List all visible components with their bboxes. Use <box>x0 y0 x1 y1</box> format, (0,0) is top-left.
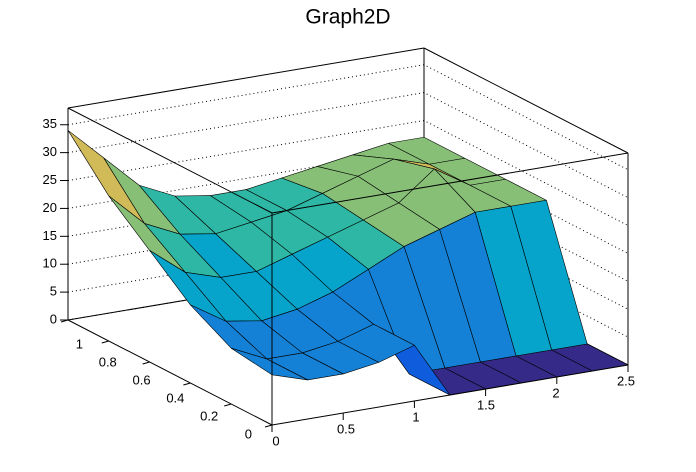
y-tick-label: 0 <box>245 426 252 441</box>
grid-line <box>67 120 629 226</box>
grid-line <box>67 92 629 199</box>
grid-line <box>67 64 629 171</box>
z-tick-label: 0 <box>50 311 57 326</box>
z-tick-label: 15 <box>43 228 57 243</box>
y-tick <box>183 382 191 386</box>
x-axis <box>271 364 629 426</box>
y-tick-label: 0.4 <box>166 390 184 405</box>
y-tick-label: 1 <box>76 336 83 351</box>
z-tick-label: 25 <box>43 172 57 187</box>
z-tick-label: 20 <box>43 200 57 215</box>
y-tick-label: 0.2 <box>200 408 218 423</box>
z-tick-label: 35 <box>43 116 57 131</box>
x-tick-label: 1.5 <box>477 397 495 412</box>
surface-cell <box>230 347 308 381</box>
z-tick-label: 10 <box>43 256 57 271</box>
y-tick-label: 0.8 <box>99 354 117 369</box>
y-tick <box>60 319 69 323</box>
z-tick-label: 30 <box>43 144 57 159</box>
box-edge <box>271 152 629 214</box>
x-tick-label: 0 <box>272 433 279 448</box>
y-axis <box>67 319 273 426</box>
box-edge <box>67 107 273 214</box>
y-tick <box>101 340 109 344</box>
box-edge <box>423 47 629 154</box>
y-tick-label: 0.6 <box>133 372 151 387</box>
x-tick-label: 2 <box>552 385 559 400</box>
y-tick <box>224 403 232 407</box>
grid-line <box>67 147 629 254</box>
y-tick <box>264 424 273 428</box>
x-tick-label: 1 <box>412 409 419 424</box>
box-edge <box>67 47 425 109</box>
chart-title: Graph2D <box>305 6 390 29</box>
x-tick-label: 2.5 <box>617 373 635 388</box>
y-tick <box>142 361 150 365</box>
z-tick-label: 5 <box>50 284 57 299</box>
x-tick-label: 0.5 <box>337 421 355 436</box>
